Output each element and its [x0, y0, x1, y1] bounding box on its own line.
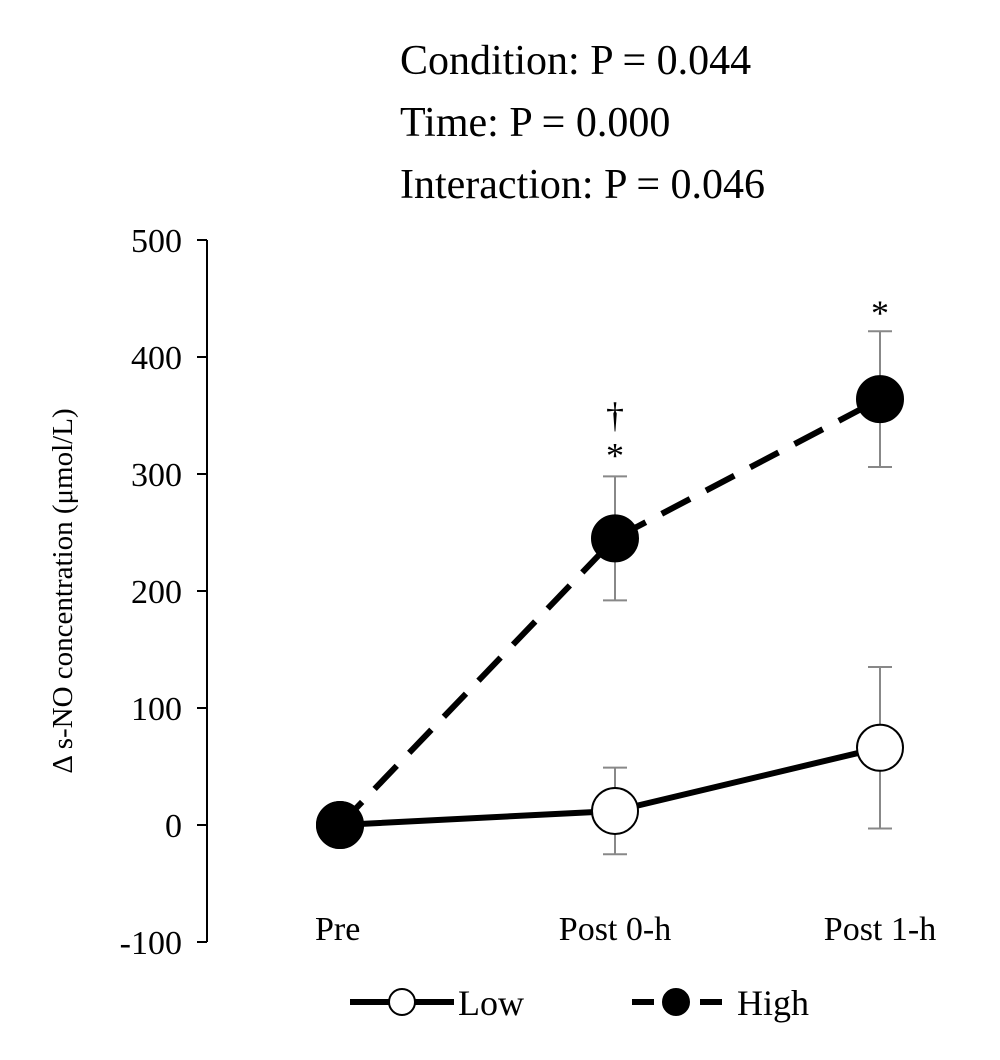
data-point-high — [591, 514, 639, 563]
legend-marker-low — [388, 988, 416, 1016]
significance-marker: * — [871, 293, 889, 333]
stats-interaction: Interaction: P = 0.046 — [400, 162, 766, 208]
significance-marker: * — [606, 436, 624, 476]
y-tick-label: 400 — [131, 340, 182, 377]
significance-marker: † — [606, 396, 624, 436]
x-tick-label: Post 1-h — [824, 911, 936, 948]
y-tick-label: -100 — [120, 925, 182, 962]
y-tick-label: 500 — [131, 223, 182, 260]
y-axis-label: Δ s-NO concentration (μmol/L) — [47, 408, 79, 773]
y-tick-label: 0 — [165, 808, 182, 845]
stats-time: Time: P = 0.000 — [400, 100, 671, 146]
y-tick-label: 300 — [131, 457, 182, 494]
legend-marker-high — [662, 988, 690, 1016]
x-tick-label: Post 0-h — [559, 911, 671, 948]
stats-condition: Condition: P = 0.044 — [400, 38, 752, 84]
data-point-high — [316, 801, 364, 849]
stats-annotation: Condition: P = 0.044 Time: P = 0.000 Int… — [400, 30, 765, 216]
data-point-high — [856, 375, 904, 424]
legend-label-low: Low — [458, 983, 524, 1023]
data-point-low — [856, 723, 904, 772]
x-tick-label: Pre — [315, 911, 360, 948]
y-tick-label: 200 — [131, 574, 182, 611]
y-tick-label: 100 — [131, 691, 182, 728]
data-point-low — [591, 786, 639, 835]
legend-label-high: High — [737, 983, 809, 1023]
